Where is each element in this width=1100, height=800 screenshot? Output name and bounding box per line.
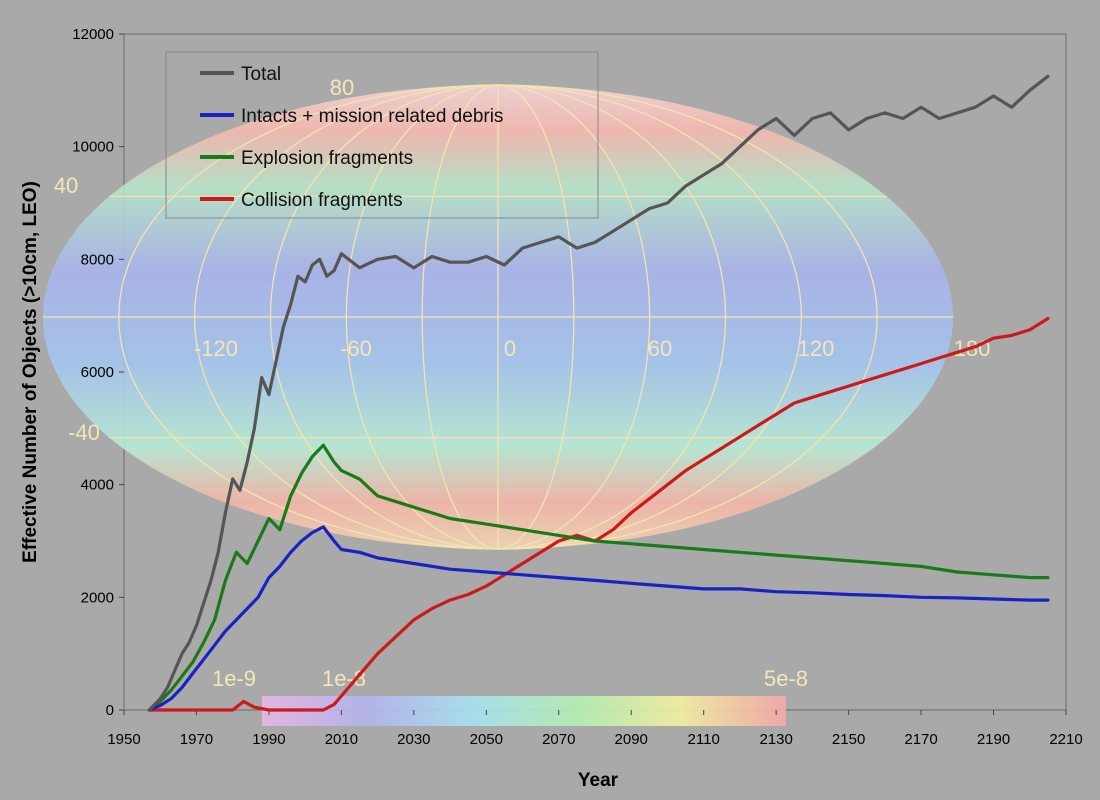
x-tick-label: 2010 [325,731,358,748]
map-latitude-label: -40 [68,420,100,445]
series-line-intacts-mission-related-debris [147,525,1050,712]
series-line-explosion-fragments [147,443,1050,712]
colorbar-gradient [262,696,786,726]
series-line-total [147,74,1050,712]
colorbar-label: 1e-8 [322,666,366,691]
series-line-collision-fragments [147,316,1050,712]
y-axis-ticks: 0 2000 4000 6000 8000 10000 12000 [72,26,124,719]
x-tick-label: 2050 [470,731,503,748]
map-latitude-label: 80 [330,75,354,100]
x-tick-label: 2090 [615,731,648,748]
x-tick-label: 1990 [252,731,285,748]
legend-label-explosion-fragments: Explosion fragments [241,148,413,169]
x-tick-label: 2190 [977,731,1010,748]
legend-box [165,51,599,219]
map-longitude-label: -60 [340,336,372,361]
colorbar-label: 1e-9 [212,666,256,691]
x-tick-label: 1970 [180,731,213,748]
y-tick-label: 4000 [81,477,114,494]
colorbar-labels: 1e-9 1e-8 5e-8 [212,666,808,691]
map-longitude-label: 120 [798,336,835,361]
x-tick-label: 2030 [397,731,430,748]
legend: Total Intacts + mission related debris Exp… [200,64,503,211]
legend-label-collision-fragments: Collision fragments [241,190,403,211]
colorbar-label: 5e-8 [764,666,808,691]
series-group [147,74,1050,712]
y-tick-label: 6000 [81,364,114,381]
map-parallels [43,195,953,439]
y-tick-label: 8000 [81,251,114,268]
x-axis-ticks: 1950 1970 1990 2010 2030 2050 2070 2090 2110 2130… [107,710,1083,748]
map-longitude-label: 60 [648,336,672,361]
x-tick-label: 1950 [107,731,140,748]
colorbar: 1e-9 1e-8 5e-8 [212,666,808,726]
map-latitude-label: 40 [54,173,78,198]
y-tick-label: 10000 [72,139,114,156]
y-axis-title: Effective Number of Objects (>10cm, LEO) [20,181,41,563]
x-tick-label: 2210 [1049,731,1082,748]
x-tick-label: 2070 [542,731,575,748]
x-axis-title: Year [578,770,619,791]
x-tick-label: 2130 [759,731,792,748]
legend-label-total: Total [241,64,281,85]
legend-label-intacts-mission-related-debris: Intacts + mission related debris [241,106,503,127]
x-tick-label: 2110 [688,731,720,748]
map-longitude-label: -120 [194,336,238,361]
x-tick-label: 2150 [832,731,865,748]
map-longitude-label: 0 [504,336,516,361]
y-tick-label: 2000 [81,589,114,606]
y-tick-label: 0 [106,702,114,719]
y-tick-label: 12000 [72,26,114,43]
x-tick-label: 2170 [904,731,937,748]
